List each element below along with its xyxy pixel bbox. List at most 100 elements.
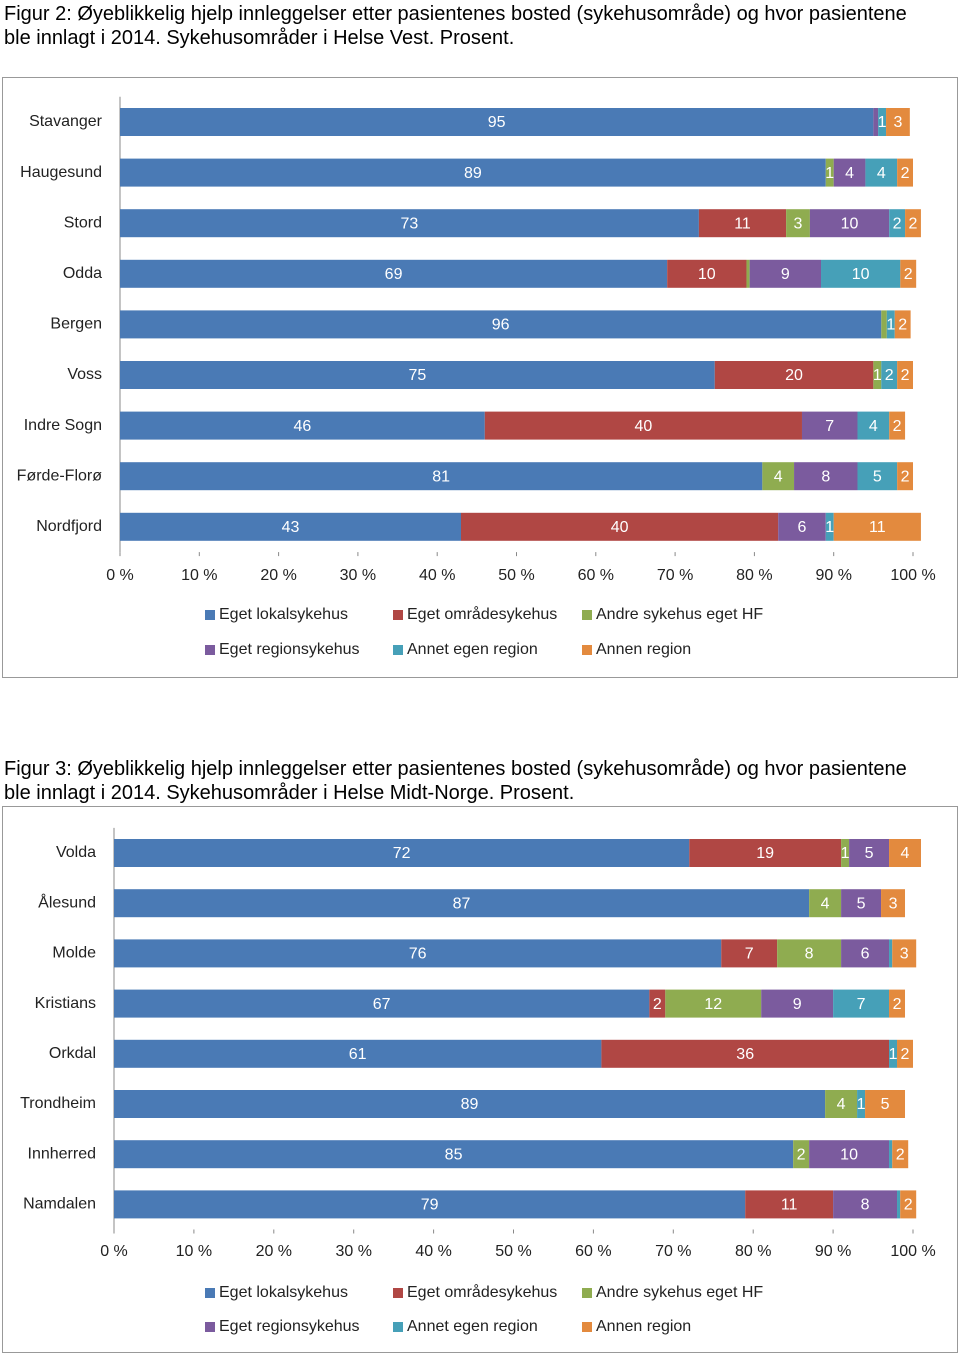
y-tick-label: Odda (63, 265, 102, 282)
data-label: 5 (857, 895, 866, 912)
y-tick-label: Namdalen (23, 1196, 96, 1213)
bar-segment (120, 512, 461, 541)
x-tick-label: 80 % (736, 567, 772, 584)
x-tick-label: 0 % (106, 567, 134, 584)
bar-segment (120, 108, 874, 136)
bar-segment (721, 939, 778, 968)
data-label: 5 (873, 468, 882, 485)
data-label: 11 (734, 215, 751, 232)
bar-segment (114, 939, 722, 968)
bar-segment (786, 209, 810, 238)
x-tick-label: 30 % (340, 567, 376, 584)
data-label: 5 (865, 845, 874, 862)
data-label: 5 (881, 1096, 890, 1113)
x-tick-label: 90 % (815, 567, 851, 584)
legend-label: Eget lokalsykehus (219, 606, 348, 623)
legend-swatch (582, 645, 592, 655)
bar-segment (667, 259, 747, 288)
legend-swatch (582, 1288, 592, 1298)
data-label: 10 (841, 215, 859, 232)
data-label: 7 (825, 418, 834, 435)
bar-segment (857, 1090, 866, 1118)
bar-segment (714, 361, 874, 389)
data-label: 4 (837, 1096, 846, 1113)
x-tick-label: 100 % (890, 1243, 935, 1260)
x-tick-label: 40 % (419, 567, 455, 584)
bar-segment (601, 1039, 890, 1068)
bar-segment (793, 1140, 810, 1169)
data-label: 2 (904, 1197, 913, 1214)
y-tick-label: Innherred (28, 1145, 97, 1162)
data-label: 10 (698, 266, 716, 283)
data-label: 2 (901, 165, 910, 182)
data-label: 6 (861, 946, 870, 963)
legend-label: Eget områdesykehus (407, 605, 557, 623)
x-tick-label: 30 % (335, 1243, 371, 1260)
x-tick-label: 20 % (260, 567, 296, 584)
bar-segment (778, 512, 826, 541)
bar-segment (897, 1039, 913, 1068)
data-label: 79 (421, 1197, 439, 1214)
y-tick-label: Trondheim (20, 1095, 96, 1112)
bar-segment (865, 1090, 906, 1118)
bar-segment (777, 939, 842, 968)
bar-segment (114, 989, 650, 1018)
data-label: 1 (825, 165, 834, 182)
bar-segment (114, 1039, 602, 1068)
data-label: 2 (893, 996, 902, 1013)
bar-segment (886, 310, 895, 339)
chart-frame (2, 806, 958, 1353)
data-label: 2 (653, 996, 662, 1013)
y-tick-label: Stord (64, 214, 102, 231)
y-tick-label: Førde-Florø (17, 467, 103, 484)
bar-segment (905, 209, 921, 238)
x-tick-label: 60 % (575, 1243, 611, 1260)
bar-segment (878, 108, 887, 136)
bar-segment (833, 1190, 898, 1219)
legend-label: Andre sykehus eget HF (596, 1284, 763, 1301)
data-label: 2 (901, 1046, 910, 1063)
bar-segment (881, 310, 887, 339)
data-label: 1 (878, 114, 887, 131)
data-label: 3 (889, 895, 898, 912)
bar-segment (897, 158, 913, 187)
bar-segment (749, 259, 822, 288)
x-tick-label: 80 % (735, 1243, 771, 1260)
bar-segment (809, 1140, 890, 1169)
legend-label: Annet egen region (407, 1318, 538, 1335)
legend-swatch (393, 1322, 403, 1332)
bar-segment (114, 889, 810, 918)
data-label: 6 (798, 519, 807, 536)
bar-segment (841, 939, 890, 968)
bar-segment (114, 839, 690, 867)
bar-segment (114, 1090, 826, 1118)
bar-segment (698, 209, 787, 238)
legend-swatch (205, 610, 215, 620)
y-tick-label: Volda (56, 844, 96, 861)
y-tick-label: Bergen (50, 316, 102, 333)
data-label: 2 (885, 367, 894, 384)
bar-segment (849, 839, 890, 867)
data-label: 75 (408, 367, 426, 384)
data-label: 2 (797, 1146, 806, 1163)
bar-segment (120, 209, 699, 238)
bar-segment (689, 839, 842, 867)
x-tick-label: 50 % (498, 567, 534, 584)
y-tick-label: Molde (52, 945, 96, 962)
data-label: 4 (869, 418, 878, 435)
figure-caption: Figur 2: Øyeblikkelig hjelp innleggelser… (4, 3, 907, 49)
bar-segment (900, 259, 917, 288)
bar-segment (881, 889, 906, 918)
data-label: 3 (794, 215, 803, 232)
data-label: 3 (900, 946, 909, 963)
data-label: 46 (293, 418, 311, 435)
data-label: 8 (821, 468, 830, 485)
legend-swatch (393, 610, 403, 620)
x-tick-label: 50 % (495, 1243, 531, 1260)
bar-segment (825, 1090, 858, 1118)
legend-label: Annet egen region (407, 641, 538, 658)
data-label: 2 (901, 468, 910, 485)
legend-swatch (205, 1322, 215, 1332)
data-label: 1 (841, 845, 850, 862)
